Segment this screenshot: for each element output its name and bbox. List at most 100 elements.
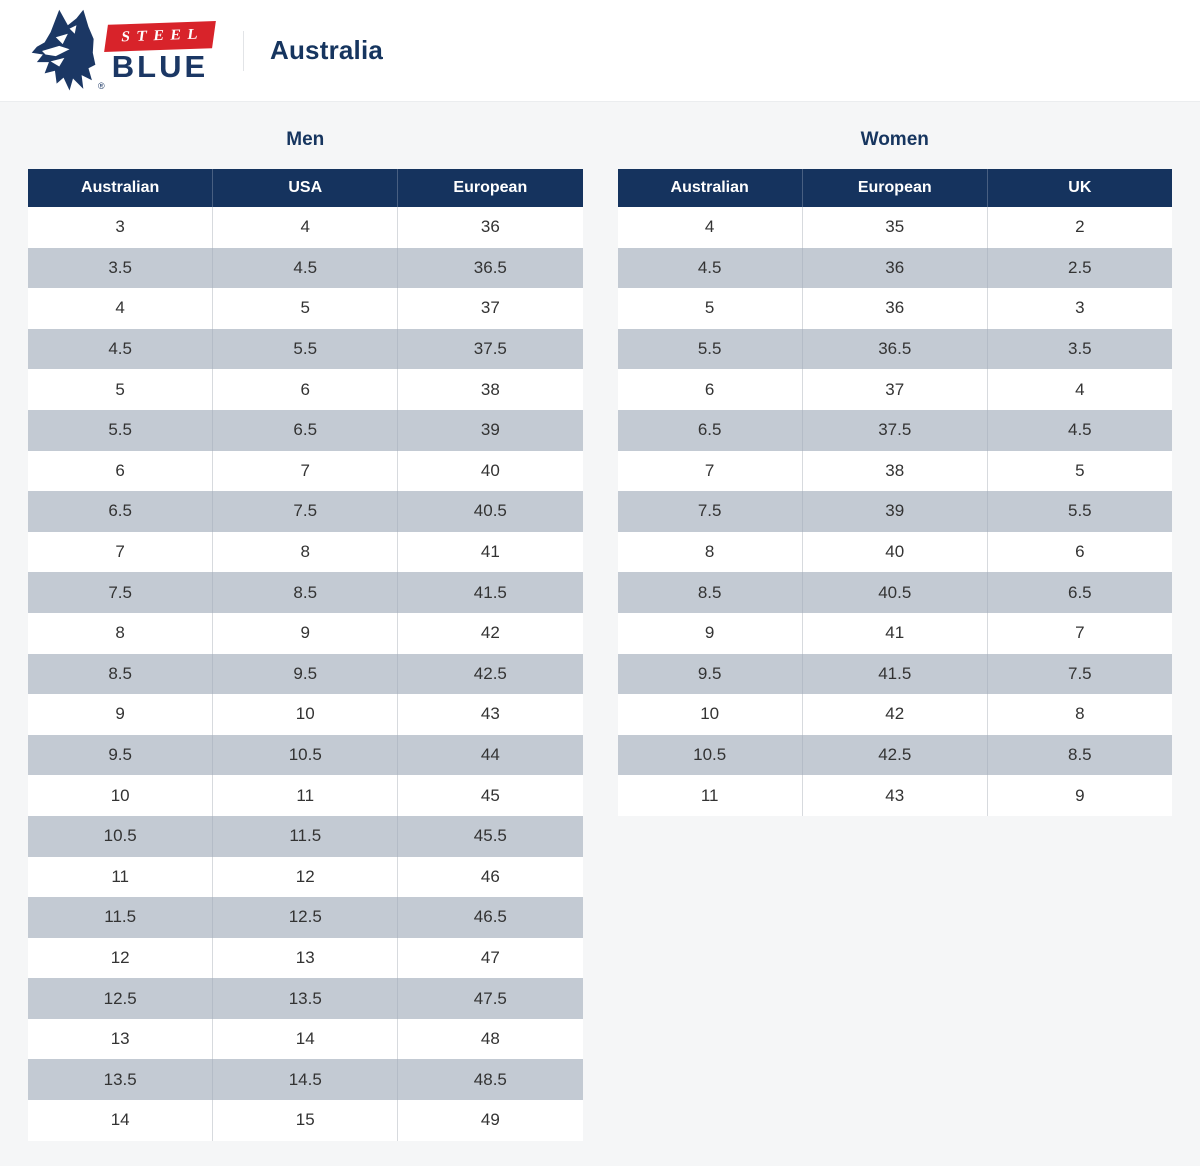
size-cell: 48.5 [397,1059,583,1101]
size-row: 14 15 49 [28,1100,583,1141]
size-row: 7 8 41 [28,531,583,573]
size-cell: 7.5 [212,491,399,532]
size-row: 13.5 14.5 48.5 [28,1059,583,1101]
size-cell: 14.5 [212,1059,399,1101]
size-row: 4 35 2 [617,207,1172,248]
size-cell: 10.5 [28,815,214,857]
size-cell: 4 [212,207,399,248]
column-header-australian: Australian [617,169,803,207]
size-cell: 5 [617,288,803,329]
size-cell: 3.5 [987,328,1172,370]
size-cell: 4.5 [617,247,803,289]
size-cell: 42 [802,694,988,735]
size-cell: 7 [212,450,399,492]
size-cell: 8 [617,531,803,573]
size-cell: 39 [397,409,583,451]
size-cell: 12 [28,937,214,979]
size-cell: 13.5 [28,1059,214,1101]
size-cell: 40 [397,450,583,492]
size-cell: 40 [802,531,988,573]
size-cell: 38 [802,450,988,492]
size-row: 9.5 41.5 7.5 [617,653,1172,695]
size-row: 5.5 36.5 3.5 [617,328,1172,370]
size-cell: 42.5 [397,653,583,695]
size-cell: 45.5 [397,815,583,857]
size-cell: 6.5 [212,409,399,451]
size-cell: 8 [987,694,1172,735]
size-cell: 4.5 [212,247,399,289]
women-table-body: 4 35 2 4.5 36 2.5 5 36 3 5.5 36.5 3.5 6 37 4 6.5 37.5 4.5… [617,207,1172,816]
size-cell: 9 [28,694,214,735]
column-header-uk: UK [987,169,1172,207]
size-cell: 6 [987,531,1172,573]
size-cell: 8 [28,612,214,654]
size-row: 8.5 40.5 6.5 [617,572,1172,613]
size-cell: 4 [28,288,214,329]
men-size-section: Men Australian USA European 3 4 36 3.5 4.5 36… [28,129,583,1141]
size-row: 11.5 12.5 46.5 [28,897,583,938]
size-charts-content: Men Australian USA European 3 4 36 3.5 4.5 36… [0,102,1200,1141]
size-cell: 8 [212,531,399,573]
size-cell: 38 [397,369,583,410]
size-row: 8 9 42 [28,612,583,654]
size-cell: 44 [397,734,583,776]
size-cell: 13 [212,937,399,979]
size-cell: 41 [802,612,988,654]
size-cell: 37.5 [802,409,988,451]
women-size-section: Women Australian European UK 4 35 2 4.5 36 2.… [617,129,1172,816]
size-row: 11 12 46 [28,856,583,898]
size-cell: 12.5 [212,897,399,938]
size-cell: 6.5 [617,409,803,451]
size-cell: 5 [212,288,399,329]
size-cell: 42 [397,612,583,654]
size-cell: 8.5 [212,572,399,613]
size-row: 9.5 10.5 44 [28,734,583,776]
size-cell: 10 [617,694,803,735]
size-cell: 9 [617,612,803,654]
size-cell: 40.5 [802,572,988,613]
column-header-european: European [397,169,583,207]
size-cell: 9.5 [28,734,214,776]
size-cell: 14 [212,1018,399,1060]
size-cell: 41.5 [802,653,988,695]
size-cell: 8.5 [617,572,803,613]
registered-trademark-symbol: ® [98,80,105,91]
size-cell: 7 [617,450,803,492]
size-cell: 36 [802,288,988,329]
size-cell: 11.5 [212,815,399,857]
size-cell: 36 [802,247,988,289]
size-row: 5 36 3 [617,288,1172,329]
men-table-body: 3 4 36 3.5 4.5 36.5 4 5 37 4.5 5.5 37.5 5 6 38 5.5 6.5 39… [28,207,583,1141]
size-row: 8.5 9.5 42.5 [28,653,583,695]
size-cell: 12.5 [28,978,214,1019]
size-row: 8 40 6 [617,531,1172,573]
size-cell: 5 [28,369,214,410]
size-cell: 47 [397,937,583,979]
size-cell: 43 [397,694,583,735]
size-cell: 35 [802,207,988,248]
size-cell: 6 [212,369,399,410]
header-row: Australian USA European [28,169,583,207]
size-cell: 36.5 [802,328,988,370]
size-row: 12.5 13.5 47.5 [28,978,583,1019]
size-row: 10.5 42.5 8.5 [617,734,1172,776]
size-row: 10 42 8 [617,694,1172,735]
women-size-table: Australian European UK 4 35 2 4.5 36 2.5 5 36 3 5… [617,169,1172,816]
size-cell: 4 [987,369,1172,410]
size-row: 12 13 47 [28,937,583,979]
men-table-title: Men [286,129,325,150]
size-cell: 48 [397,1018,583,1060]
size-row: 7 38 5 [617,450,1172,492]
size-row: 6.5 37.5 4.5 [617,409,1172,451]
size-cell: 6.5 [987,572,1172,613]
size-row: 4 5 37 [28,288,583,329]
size-cell: 10.5 [617,734,803,776]
size-cell: 37 [397,288,583,329]
size-cell: 5.5 [212,328,399,370]
size-cell: 9.5 [617,653,803,695]
men-size-table: Australian USA European 3 4 36 3.5 4.5 36.5 4 5… [28,169,583,1141]
size-cell: 5 [987,450,1172,492]
size-row: 6 7 40 [28,450,583,492]
steel-blue-logo[interactable]: STEEL BLUE ® [30,5,216,97]
header-divider [243,30,244,71]
